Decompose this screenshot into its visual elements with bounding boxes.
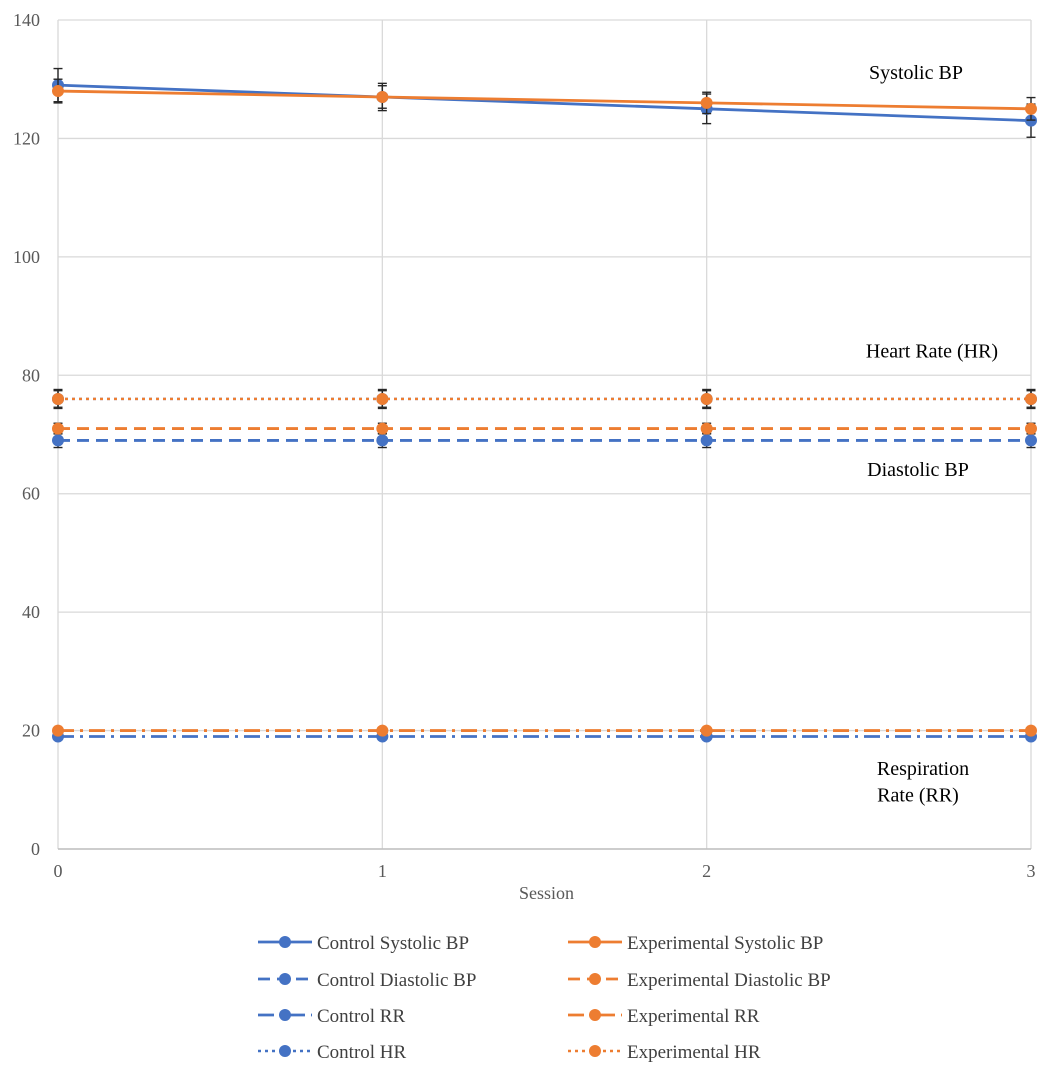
legend-marker [279, 936, 291, 948]
legend-marker [589, 1045, 601, 1057]
series-experimental-systolic-bp [52, 78, 1037, 121]
annotation-label: Respiration [877, 758, 969, 780]
legend-item: Experimental Diastolic BP [568, 970, 831, 991]
y-tick-label: 120 [13, 128, 40, 148]
series-control-rr [52, 730, 1037, 743]
data-point [52, 724, 64, 737]
x-tick-label: 3 [1027, 861, 1036, 881]
legend-marker [589, 1009, 601, 1021]
legend-marker [589, 936, 601, 948]
y-tick-label: 80 [22, 365, 40, 385]
legend-label: Control Diastolic BP [317, 970, 476, 991]
y-tick-label: 140 [13, 10, 40, 30]
x-tick-label: 1 [378, 861, 387, 881]
data-point [1025, 422, 1037, 435]
data-point [700, 434, 713, 447]
data-point [376, 422, 389, 435]
legend-item: Experimental Systolic BP [568, 933, 823, 954]
data-point [52, 85, 64, 98]
data-point [376, 90, 389, 103]
legend-marker [279, 973, 291, 985]
series-line [57, 89, 1032, 111]
data-point [1025, 434, 1037, 447]
series-layer [52, 67, 1037, 743]
annotations: Systolic BP Heart Rate (HR) Diastolic BP Re… [866, 62, 998, 806]
annotation-label: Diastolic BP [867, 459, 969, 481]
grid [57, 19, 1032, 850]
data-point [52, 434, 64, 447]
y-axis: 0 20 40 60 80 100 120 140 [13, 10, 40, 859]
legend-item: Experimental HR [568, 1042, 761, 1063]
data-point [376, 434, 389, 447]
series-control-diastolic-bp [52, 432, 1037, 449]
x-axis-title: Session [519, 883, 574, 903]
data-point [1025, 392, 1037, 405]
legend-item: Experimental RR [568, 1006, 760, 1027]
legend-marker [279, 1045, 291, 1057]
legend-label: Experimental HR [627, 1042, 761, 1063]
series-experimental-rr [52, 724, 1037, 737]
legend-item: Control Systolic BP [258, 933, 469, 954]
data-point [700, 96, 713, 109]
data-point [1025, 724, 1037, 737]
data-point [700, 724, 713, 737]
legend-label: Control RR [317, 1006, 405, 1027]
series-line [57, 83, 1032, 123]
legend: Control Systolic BP Experimental Systolic… [258, 933, 831, 1063]
y-tick-label: 40 [22, 602, 40, 622]
legend-label: Experimental Systolic BP [627, 933, 823, 954]
legend-marker [279, 1009, 291, 1021]
data-point [376, 392, 389, 405]
series-experimental-hr [52, 389, 1037, 408]
x-tick-label: 0 [54, 861, 63, 881]
y-tick-label: 60 [22, 484, 40, 504]
y-tick-label: 100 [13, 247, 40, 267]
series-experimental-diastolic-bp [52, 422, 1037, 435]
annotation-label: Systolic BP [869, 62, 963, 84]
data-point [52, 392, 64, 405]
legend-label: Experimental Diastolic BP [627, 970, 831, 991]
x-axis: 0 1 2 3 [54, 861, 1036, 881]
annotation-label: Rate (RR) [877, 785, 959, 807]
data-point [700, 392, 713, 405]
data-point [1025, 102, 1037, 115]
legend-label: Control Systolic BP [317, 933, 469, 954]
legend-marker [589, 973, 601, 985]
data-point [52, 422, 64, 435]
legend-item: Control HR [258, 1042, 407, 1063]
x-tick-label: 2 [702, 861, 711, 881]
legend-item: Control Diastolic BP [258, 970, 476, 991]
legend-label: Experimental RR [627, 1006, 760, 1027]
data-point [376, 724, 389, 737]
data-point [700, 422, 713, 435]
y-tick-label: 20 [22, 721, 40, 741]
annotation-label: Heart Rate (HR) [866, 341, 998, 363]
legend-label: Control HR [317, 1042, 407, 1063]
legend-item: Control RR [258, 1006, 405, 1027]
y-tick-label: 0 [31, 839, 40, 859]
